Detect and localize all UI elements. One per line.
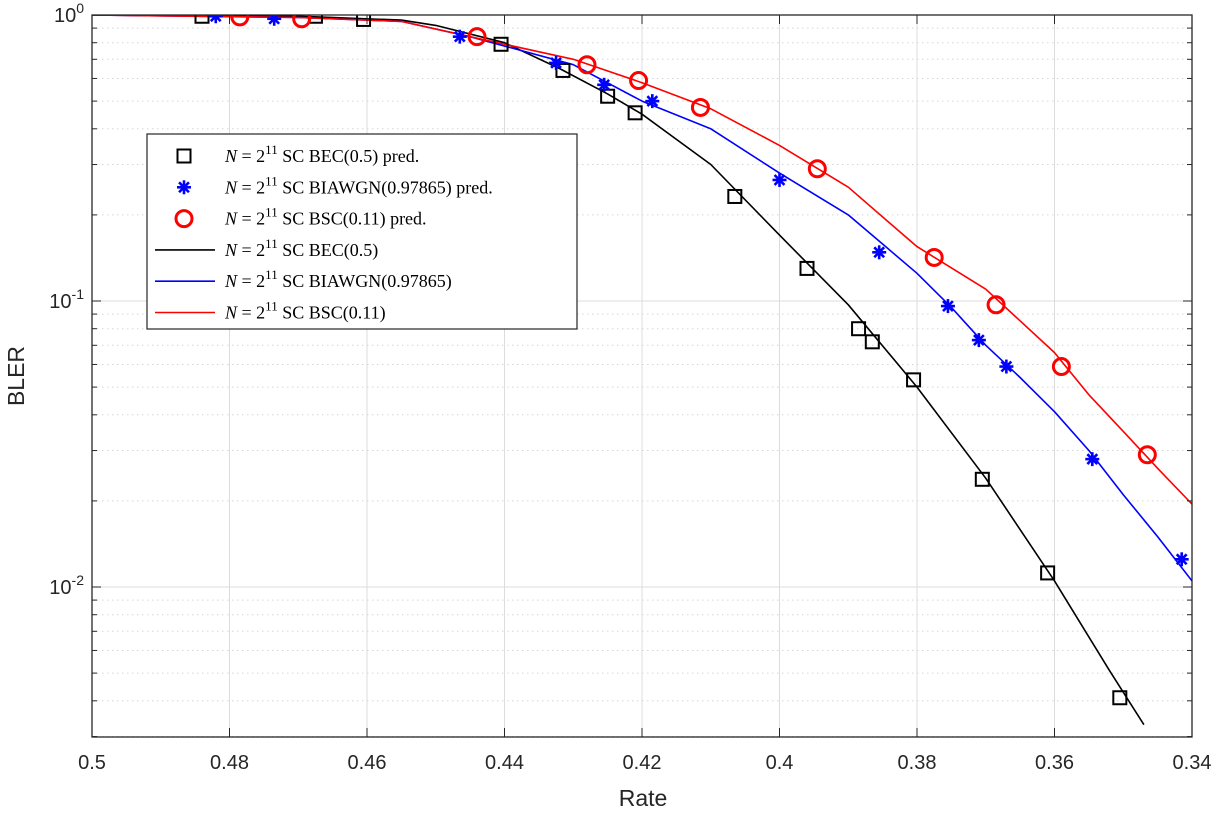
axis-ticks: [91, 14, 1193, 738]
x-axis-title: Rate: [619, 785, 668, 810]
x-tick-label: 0.34: [1173, 752, 1212, 774]
data-point: [292, 15, 312, 29]
asterisk-stroke: [550, 57, 562, 69]
legend-label: N = 211 SC BSC(0.11) pred.: [224, 205, 427, 230]
data-point: [799, 260, 815, 276]
legend-marker: [176, 148, 192, 164]
x-tick-label: 0.46: [348, 752, 387, 774]
data-point: [906, 372, 922, 388]
data-point: [577, 55, 597, 75]
y-tick-label: 10-1: [49, 286, 84, 313]
data-point: [194, 15, 210, 24]
y-tick-label: 100: [54, 0, 84, 27]
data-point: [230, 15, 250, 27]
data-point: [1085, 452, 1100, 467]
asterisk-stroke: [873, 246, 886, 259]
series-layer: [92, 15, 1192, 726]
data-point: [851, 321, 867, 337]
data-point: [807, 159, 827, 179]
x-tick-labels: 0.5 0.48 0.46 0.44 0.42 0.4 0.38 0.36 0.34: [78, 752, 1211, 774]
legend-label: N = 211 SC BIAWGN(0.97865) pred.: [224, 173, 493, 198]
legend: N = 211 SC BEC(0.5) pred. N = 211 SC BIAW…: [146, 133, 578, 330]
legend-marker: [177, 180, 191, 195]
legend-label: N = 211 SC BEC(0.5) pred.: [224, 142, 419, 167]
data-point: [627, 105, 643, 121]
series-markers-pred_bec: [194, 15, 1128, 706]
x-tick-label: 0.48: [210, 752, 249, 774]
data-point: [1040, 565, 1056, 581]
data-point: [1051, 357, 1071, 377]
data-point: [940, 299, 955, 314]
data-point: [986, 295, 1006, 315]
data-point: [971, 333, 986, 348]
y-tick-label: 10-2: [49, 572, 84, 599]
legend-marker: [174, 209, 194, 229]
asterisk-stroke: [773, 174, 786, 186]
asterisk-stroke: [1086, 453, 1099, 465]
x-tick-label: 0.42: [623, 752, 662, 774]
asterisk-stroke: [1000, 360, 1013, 373]
legend-label: N = 211 SC BSC(0.11): [224, 299, 386, 324]
data-point: [549, 55, 564, 70]
asterisk-stroke: [209, 15, 219, 23]
x-tick-label: 0.5: [78, 752, 106, 774]
asterisk-stroke: [1175, 553, 1188, 566]
series-markers-pred_bsc: [230, 15, 1157, 465]
data-point: [356, 15, 372, 27]
asterisk-stroke: [598, 78, 611, 91]
asterisk-stroke: [942, 300, 954, 312]
data-point: [864, 334, 880, 350]
data-point: [999, 359, 1014, 374]
data-point: [772, 172, 787, 187]
data-point: [452, 29, 467, 44]
series-line-sim_bec: [92, 15, 1145, 726]
data-point: [924, 247, 944, 267]
data-point: [872, 245, 887, 260]
data-point: [467, 27, 487, 47]
asterisk-stroke: [646, 95, 659, 107]
data-point: [645, 94, 660, 109]
data-point: [974, 471, 990, 487]
data-point: [1174, 552, 1189, 567]
legend-label: N = 211 SC BIAWGN(0.97865): [224, 267, 452, 292]
data-point: [629, 71, 649, 91]
y-tick-labels: 100 10-1 10-2: [49, 0, 84, 599]
asterisk-stroke: [178, 181, 190, 194]
x-tick-label: 0.36: [1035, 752, 1074, 774]
data-point: [597, 77, 612, 92]
series-line-sim_bsc: [92, 15, 1192, 505]
x-tick-label: 0.44: [485, 752, 524, 774]
y-axis-title: BLER: [3, 346, 29, 406]
x-tick-label: 0.38: [898, 752, 937, 774]
asterisk-stroke: [453, 30, 466, 43]
data-point: [727, 188, 743, 204]
legend-box: [146, 133, 578, 330]
data-point: [493, 36, 509, 52]
data-point: [208, 15, 223, 24]
data-point: [1112, 690, 1128, 706]
data-point: [690, 97, 710, 117]
x-tick-label: 0.4: [766, 752, 794, 774]
data-point: [1137, 445, 1157, 465]
asterisk-stroke: [973, 334, 985, 346]
legend-label: N = 211 SC BEC(0.5): [224, 236, 378, 261]
